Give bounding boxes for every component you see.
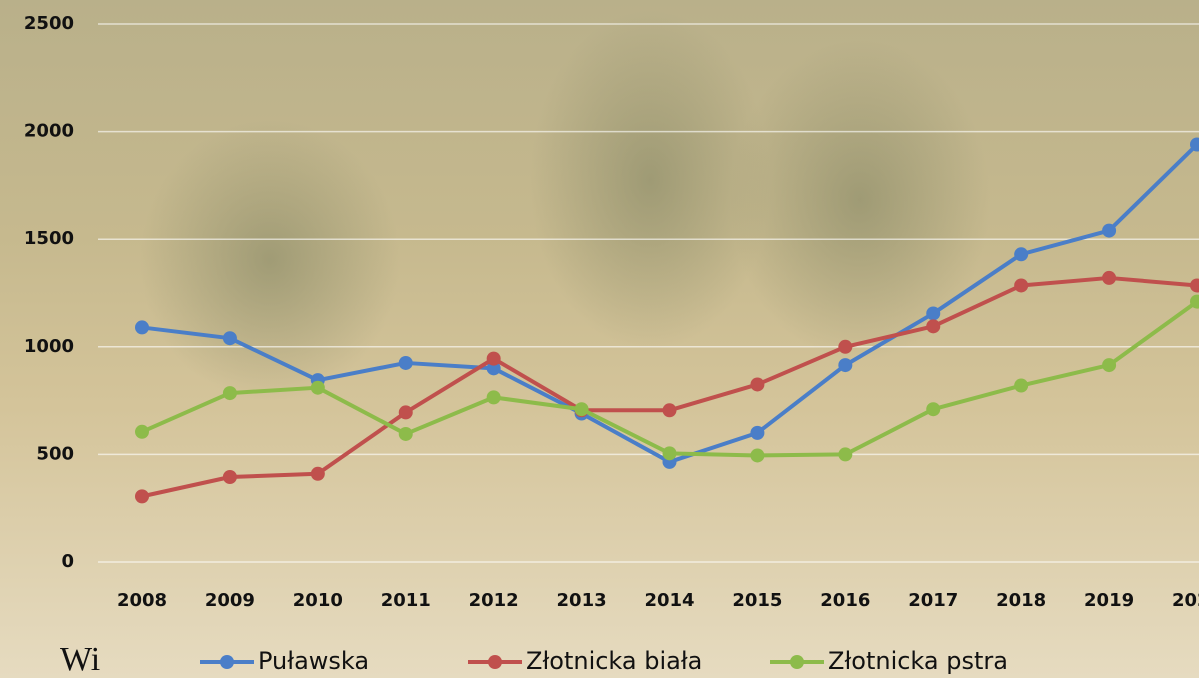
y-tick-label: 2000 — [24, 121, 74, 142]
footer-text: Wi — [60, 641, 100, 678]
y-tick-label: 1500 — [24, 228, 74, 249]
data-point — [1014, 247, 1028, 261]
data-point — [223, 331, 237, 345]
y-tick-label: 0 — [61, 551, 74, 572]
data-point — [1014, 379, 1028, 393]
data-point — [399, 405, 413, 419]
data-point — [223, 386, 237, 400]
x-tick-label: 2014 — [644, 590, 694, 611]
legend-marker — [488, 655, 502, 669]
x-tick-label: 2010 — [293, 590, 343, 611]
x-tick-label: 2012 — [469, 590, 519, 611]
data-point — [487, 390, 501, 404]
x-tick-label: 2009 — [205, 590, 255, 611]
data-point — [750, 426, 764, 440]
data-point — [663, 446, 677, 460]
data-point — [135, 320, 149, 334]
x-tick-label: 2011 — [381, 590, 431, 611]
x-tick-label: 2018 — [996, 590, 1046, 611]
data-point — [838, 358, 852, 372]
data-point — [1014, 278, 1028, 292]
data-point — [926, 319, 940, 333]
data-point — [926, 402, 940, 416]
x-tick-label: 2015 — [732, 590, 782, 611]
y-tick-label: 1000 — [24, 336, 74, 357]
data-point — [1102, 358, 1116, 372]
data-point — [1102, 271, 1116, 285]
data-point — [135, 489, 149, 503]
chart: Wi 0 500 1000 1500 2000 2500 2008 2009 2010 2011 2… — [0, 0, 1199, 678]
data-point — [487, 352, 501, 366]
data-point — [399, 356, 413, 370]
data-point — [1102, 224, 1116, 238]
data-point — [750, 377, 764, 391]
data-point — [926, 306, 940, 320]
data-point — [575, 402, 589, 416]
data-point — [223, 470, 237, 484]
data-point — [838, 340, 852, 354]
x-tick-label: 2016 — [820, 590, 870, 611]
data-point — [750, 448, 764, 462]
y-tick-label: 500 — [36, 443, 74, 464]
data-point — [135, 425, 149, 439]
y-tick-label: 2500 — [24, 13, 74, 34]
data-point — [838, 447, 852, 461]
x-tick-label: 2013 — [557, 590, 607, 611]
x-tick-label: 2017 — [908, 590, 958, 611]
data-point — [311, 381, 325, 395]
background-tree — [730, 40, 990, 360]
x-tick-label: 2008 — [117, 590, 167, 611]
legend-label: Złotnicka biała — [526, 647, 702, 675]
x-tick-label: 2019 — [1084, 590, 1134, 611]
x-tick-label: 2020 — [1172, 590, 1199, 611]
data-point — [399, 427, 413, 441]
legend-marker — [220, 655, 234, 669]
data-point — [311, 467, 325, 481]
legend-marker — [790, 655, 804, 669]
data-point — [663, 403, 677, 417]
legend-label: Złotnicka pstra — [828, 647, 1008, 675]
legend-label: Puławska — [258, 647, 369, 675]
